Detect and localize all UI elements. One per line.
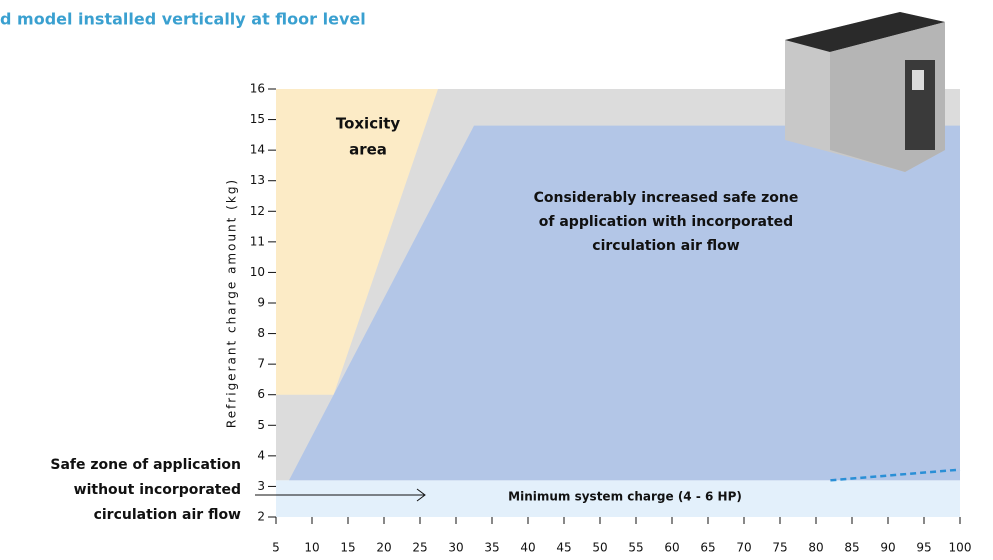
x-tick-label: 100: [949, 541, 972, 555]
x-tick-label: 25: [412, 541, 427, 555]
x-tick-label: 85: [844, 541, 859, 555]
y-tick-label: 6: [257, 387, 265, 401]
y-tick-label: 4: [257, 448, 265, 462]
y-tick-label: 10: [250, 265, 265, 279]
x-tick-label: 35: [484, 541, 499, 555]
x-tick-label: 70: [736, 541, 751, 555]
y-tick-label: 14: [250, 143, 265, 157]
y-tick-label: 8: [257, 326, 265, 340]
x-tick-label: 50: [592, 541, 607, 555]
side-label-emphasis: without: [74, 482, 135, 498]
chart: d model installed vertically at floor le…: [0, 0, 993, 560]
side-label: circulation air flow: [94, 507, 241, 523]
x-tick-label: 45: [556, 541, 571, 555]
x-tick-label: 30: [448, 541, 463, 555]
x-tick-label: 15: [340, 541, 355, 555]
y-tick-label: 7: [257, 357, 265, 371]
y-tick-label: 2: [257, 510, 265, 524]
x-tick-label: 60: [664, 541, 679, 555]
x-tick-label: 5: [272, 541, 280, 555]
y-tick-label: 3: [257, 479, 265, 493]
y-tick-label: 11: [250, 234, 265, 248]
y-axis-label: Refrigerant charge amount (kg): [225, 178, 239, 428]
y-tick-label: 5: [257, 418, 265, 432]
side-label: without incorporated: [74, 482, 241, 498]
x-tick-label: 55: [628, 541, 643, 555]
toxicity-label: area: [349, 141, 387, 159]
zone-label: of application with incorporated: [539, 214, 793, 230]
toxicity-label: Toxicity: [336, 115, 401, 133]
side-label-part: incorporated: [139, 482, 241, 498]
x-tick-label: 90: [880, 541, 895, 555]
band-label: Minimum system charge (4 - 6 HP): [508, 490, 742, 504]
zone-label: circulation air flow: [592, 238, 739, 254]
chart-title: d model installed vertically at floor le…: [0, 10, 366, 29]
x-tick-label: 80: [808, 541, 823, 555]
y-tick-label: 13: [250, 173, 265, 187]
x-tick-label: 75: [772, 541, 787, 555]
x-tick-label: 20: [376, 541, 391, 555]
x-tick-label: 10: [304, 541, 319, 555]
y-tick-label: 15: [250, 112, 265, 126]
x-tick-label: 95: [916, 541, 931, 555]
y-tick-label: 12: [250, 204, 265, 218]
side-label: Safe zone of application: [50, 457, 241, 473]
zone-label: Considerably increased safe zone: [534, 190, 799, 206]
x-tick-label: 65: [700, 541, 715, 555]
y-tick-label: 9: [257, 296, 265, 310]
y-tick-label: 16: [250, 82, 265, 96]
x-tick-label: 40: [520, 541, 535, 555]
